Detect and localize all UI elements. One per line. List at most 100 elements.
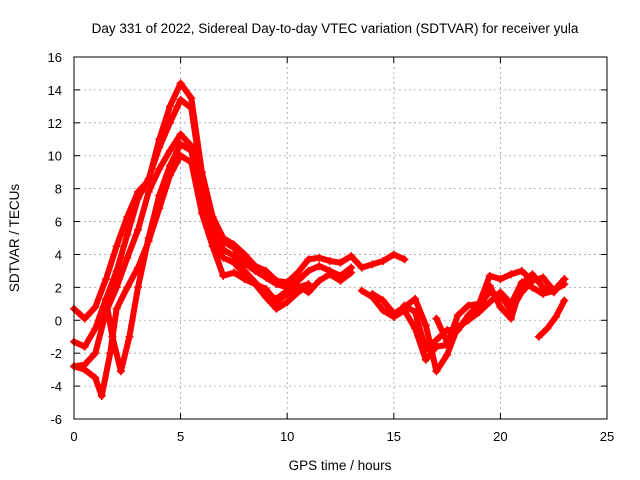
series-track-5 [103,141,312,375]
series-track-1 [71,80,408,322]
data-point [507,314,516,323]
data-point [106,349,115,358]
data-point [315,276,324,285]
data-point [112,266,121,275]
y-tick-label: 16 [48,50,62,65]
data-point [176,140,185,149]
chart-title: Day 331 of 2022, Sidereal Day-to-day VTE… [92,21,579,36]
data-point [347,252,356,261]
data-point [125,332,134,341]
data-point [325,270,334,279]
x-tick-label: 10 [280,429,294,444]
data-point [101,275,110,284]
y-tick-label: -6 [50,412,62,427]
data-point [475,299,484,308]
data-point [283,298,292,307]
data-point [144,174,153,183]
y-tick-label: 8 [55,182,62,197]
data-point [517,280,526,289]
x-tick-label: 25 [600,429,614,444]
y-axis-label: SDTVAR / TECUs [7,184,22,293]
data-point [534,332,543,341]
data-point [155,191,164,200]
series-track-9 [433,267,536,345]
data-point [325,257,334,266]
data-point [251,280,260,289]
data-point [379,306,388,315]
data-point [229,243,238,252]
y-tick-label: -4 [50,379,62,394]
data-point [240,270,249,279]
data-point [443,350,452,359]
data-point [453,311,462,320]
data-point [197,194,206,203]
data-point [261,273,270,282]
data-point [165,161,174,170]
data-point [219,271,228,280]
data-point [293,288,302,297]
x-tick-label: 0 [70,429,77,444]
data-point [112,283,121,292]
data-point [80,342,89,351]
data-point [165,102,174,111]
data-point [165,118,174,127]
data-point [91,303,100,312]
data-point [91,349,100,358]
data-point [389,250,398,259]
data-point [496,288,505,297]
data-point [272,304,281,313]
data-point [116,367,125,376]
data-point [123,253,132,262]
data-point [108,332,117,341]
data-point [432,314,441,323]
data-point [453,326,462,335]
data-point [485,271,494,280]
x-tick-label: 5 [177,429,184,444]
data-point [543,324,552,333]
data-point [155,143,164,152]
x-tick-label: 15 [387,429,401,444]
data-point [219,253,228,262]
data-point [283,289,292,298]
data-point [97,391,106,400]
series-track-7 [369,279,568,375]
data-point [187,94,196,103]
data-point [112,242,121,251]
data-point [165,146,174,155]
data-point [421,321,430,330]
y-tick-label: 4 [55,247,62,262]
data-point [357,263,366,272]
data-point [421,345,430,354]
data-point [187,104,196,113]
data-point [357,286,366,295]
x-axis-label: GPS time / hours [289,458,392,473]
data-point [80,365,89,374]
data-point [187,146,196,155]
data-point [551,312,560,321]
data-point [389,309,398,318]
data-point [315,253,324,262]
data-point [133,225,142,234]
data-series [70,79,569,400]
data-point [261,285,270,294]
data-point [432,336,441,345]
y-tick-label: 0 [55,313,62,328]
y-tick-label: 6 [55,215,62,230]
data-point [496,303,505,312]
data-point [315,261,324,270]
data-point [475,308,484,317]
data-point [144,234,153,242]
data-point [549,288,558,297]
data-point [464,301,473,310]
data-point [272,280,281,289]
series-track-4 [71,152,312,399]
data-point [229,268,238,277]
data-point [507,270,516,279]
data-point [144,187,153,196]
data-point [80,314,89,323]
axis-ticks: 0 5 10 15 20 25 -6 -4 -2 0 2 4 6 8 10 12 14 16 [48,50,615,444]
data-point [123,283,132,292]
data-point [539,283,548,292]
y-tick-label: -2 [50,346,62,361]
